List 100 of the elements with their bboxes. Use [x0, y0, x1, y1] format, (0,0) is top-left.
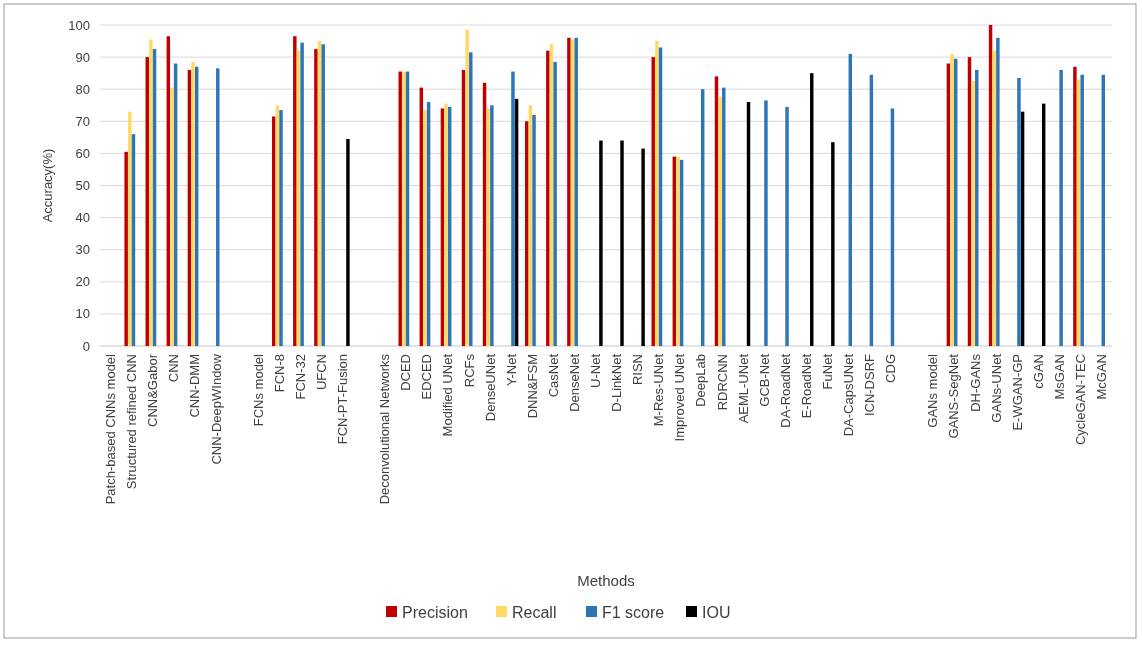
x-tick-label: Y-Net	[503, 353, 519, 387]
x-tick-label: CNN-DeepWIndow	[208, 353, 224, 465]
bar	[718, 97, 722, 346]
bar	[314, 49, 318, 346]
legend-label: Recall	[512, 603, 557, 621]
x-tick-label: CNN&Gabor	[145, 353, 161, 427]
x-tick-label: E-RoadNet	[798, 353, 814, 419]
bar	[191, 61, 195, 346]
x-tick-label: GANs-UNet	[988, 353, 1004, 423]
x-tick-label: DenseUNet	[482, 353, 498, 422]
x-tick-label: McGAN	[1094, 354, 1110, 400]
x-tick-label: D-LinkNet	[609, 353, 625, 412]
x-axis-title: Methods	[577, 572, 635, 589]
x-tick-label: M-Res-UNet	[651, 353, 667, 427]
bar	[655, 41, 659, 346]
x-tick-label: CasNet	[545, 353, 561, 398]
y-tick-label: 0	[82, 338, 90, 354]
x-tick-label: FCN-8	[271, 354, 287, 393]
bar	[149, 39, 153, 346]
bar	[444, 103, 448, 346]
bar	[1080, 74, 1084, 346]
bar	[490, 105, 494, 346]
bar	[128, 111, 132, 346]
x-tick-label: FCN-PT-Fusion	[335, 354, 351, 445]
x-tick-label: CycleGAN-TEC	[1072, 354, 1088, 446]
x-tick-label: CDG	[883, 354, 899, 383]
bar	[785, 106, 789, 346]
x-tick-label: FuNet	[819, 353, 835, 390]
bar	[216, 68, 220, 346]
bar	[1017, 77, 1021, 346]
x-tick-label: DNN&FSM	[524, 354, 540, 419]
x-tick-label: RDRCNN	[714, 354, 730, 411]
x-tick-label: DenseNet	[566, 353, 582, 412]
bar	[486, 108, 490, 346]
y-tick-label: 10	[75, 306, 90, 322]
bar	[124, 151, 128, 346]
y-tick-label: 70	[75, 113, 90, 129]
bar	[279, 110, 283, 346]
bar	[764, 100, 768, 346]
x-tick-label: ICN-DSRF	[862, 353, 878, 417]
x-tick-label: Modified UNet	[440, 353, 456, 437]
bar	[971, 81, 975, 346]
bar	[546, 50, 550, 346]
bar	[620, 140, 624, 346]
x-tick-label: GANS-SegNet	[946, 353, 962, 439]
x-tick-label: RISN	[630, 354, 646, 386]
x-tick-label: DH-GANs	[967, 353, 983, 412]
bar	[950, 53, 954, 346]
y-tick-label: 60	[75, 145, 90, 161]
bar	[511, 71, 515, 346]
bar	[992, 50, 996, 346]
legend-label: F1 score	[602, 603, 665, 621]
bar	[321, 44, 325, 346]
x-tick-label: FCNs model	[250, 353, 266, 427]
bar	[1059, 69, 1063, 346]
y-tick-label: 80	[75, 81, 90, 97]
bar	[402, 71, 406, 346]
bar	[831, 142, 835, 346]
x-tick-label: MsGAN	[1051, 354, 1067, 400]
bar	[567, 37, 571, 346]
bar	[599, 140, 603, 346]
x-tick-label: cGAN	[1030, 354, 1046, 389]
y-tick-label: 50	[75, 178, 90, 194]
bar	[293, 36, 297, 346]
bar	[975, 69, 979, 346]
bar	[553, 61, 557, 346]
x-tick-label: DA-CapsUNet	[841, 353, 857, 437]
x-tick-label: EDCED	[419, 354, 435, 400]
x-tick-label: DCED	[398, 354, 414, 391]
x-tick-label: AEML-UNet	[735, 353, 751, 424]
x-tick-label: RCFs	[461, 353, 477, 388]
bar	[574, 37, 578, 346]
bar	[465, 29, 469, 346]
x-tick-label: Improved UNet	[672, 353, 688, 442]
bar	[423, 110, 427, 346]
legend-label: IOU	[702, 603, 731, 621]
legend-label: Precision	[402, 603, 468, 621]
x-tick-label: Patch-based CNNs model	[103, 353, 119, 505]
bar	[996, 37, 1000, 346]
bar	[532, 114, 536, 346]
x-tick-label: GCB-Net	[756, 353, 772, 407]
y-axis-title: Accuracy(%)	[40, 148, 55, 223]
x-tick-label: Structured refined CNN	[124, 354, 140, 490]
bar	[676, 156, 680, 346]
bar	[346, 138, 350, 346]
bar	[469, 52, 473, 346]
y-tick-label: 20	[75, 274, 90, 290]
y-tick-label: 90	[75, 49, 90, 65]
x-tick-label: GANs model	[925, 353, 941, 428]
bar	[170, 87, 174, 346]
bar	[641, 148, 645, 346]
bar	[722, 87, 726, 346]
x-tick-label: DeepLab	[693, 354, 709, 407]
y-tick-label: 40	[75, 210, 90, 226]
bar	[1073, 66, 1077, 346]
y-tick-label: 30	[75, 242, 90, 258]
x-tick-label: FCN-32	[292, 354, 308, 400]
x-tick-label: E-WGAN-GP	[1009, 354, 1025, 431]
x-tick-label: Deconvolutional Networks	[377, 353, 393, 505]
x-tick-label: U-Net	[588, 353, 604, 388]
